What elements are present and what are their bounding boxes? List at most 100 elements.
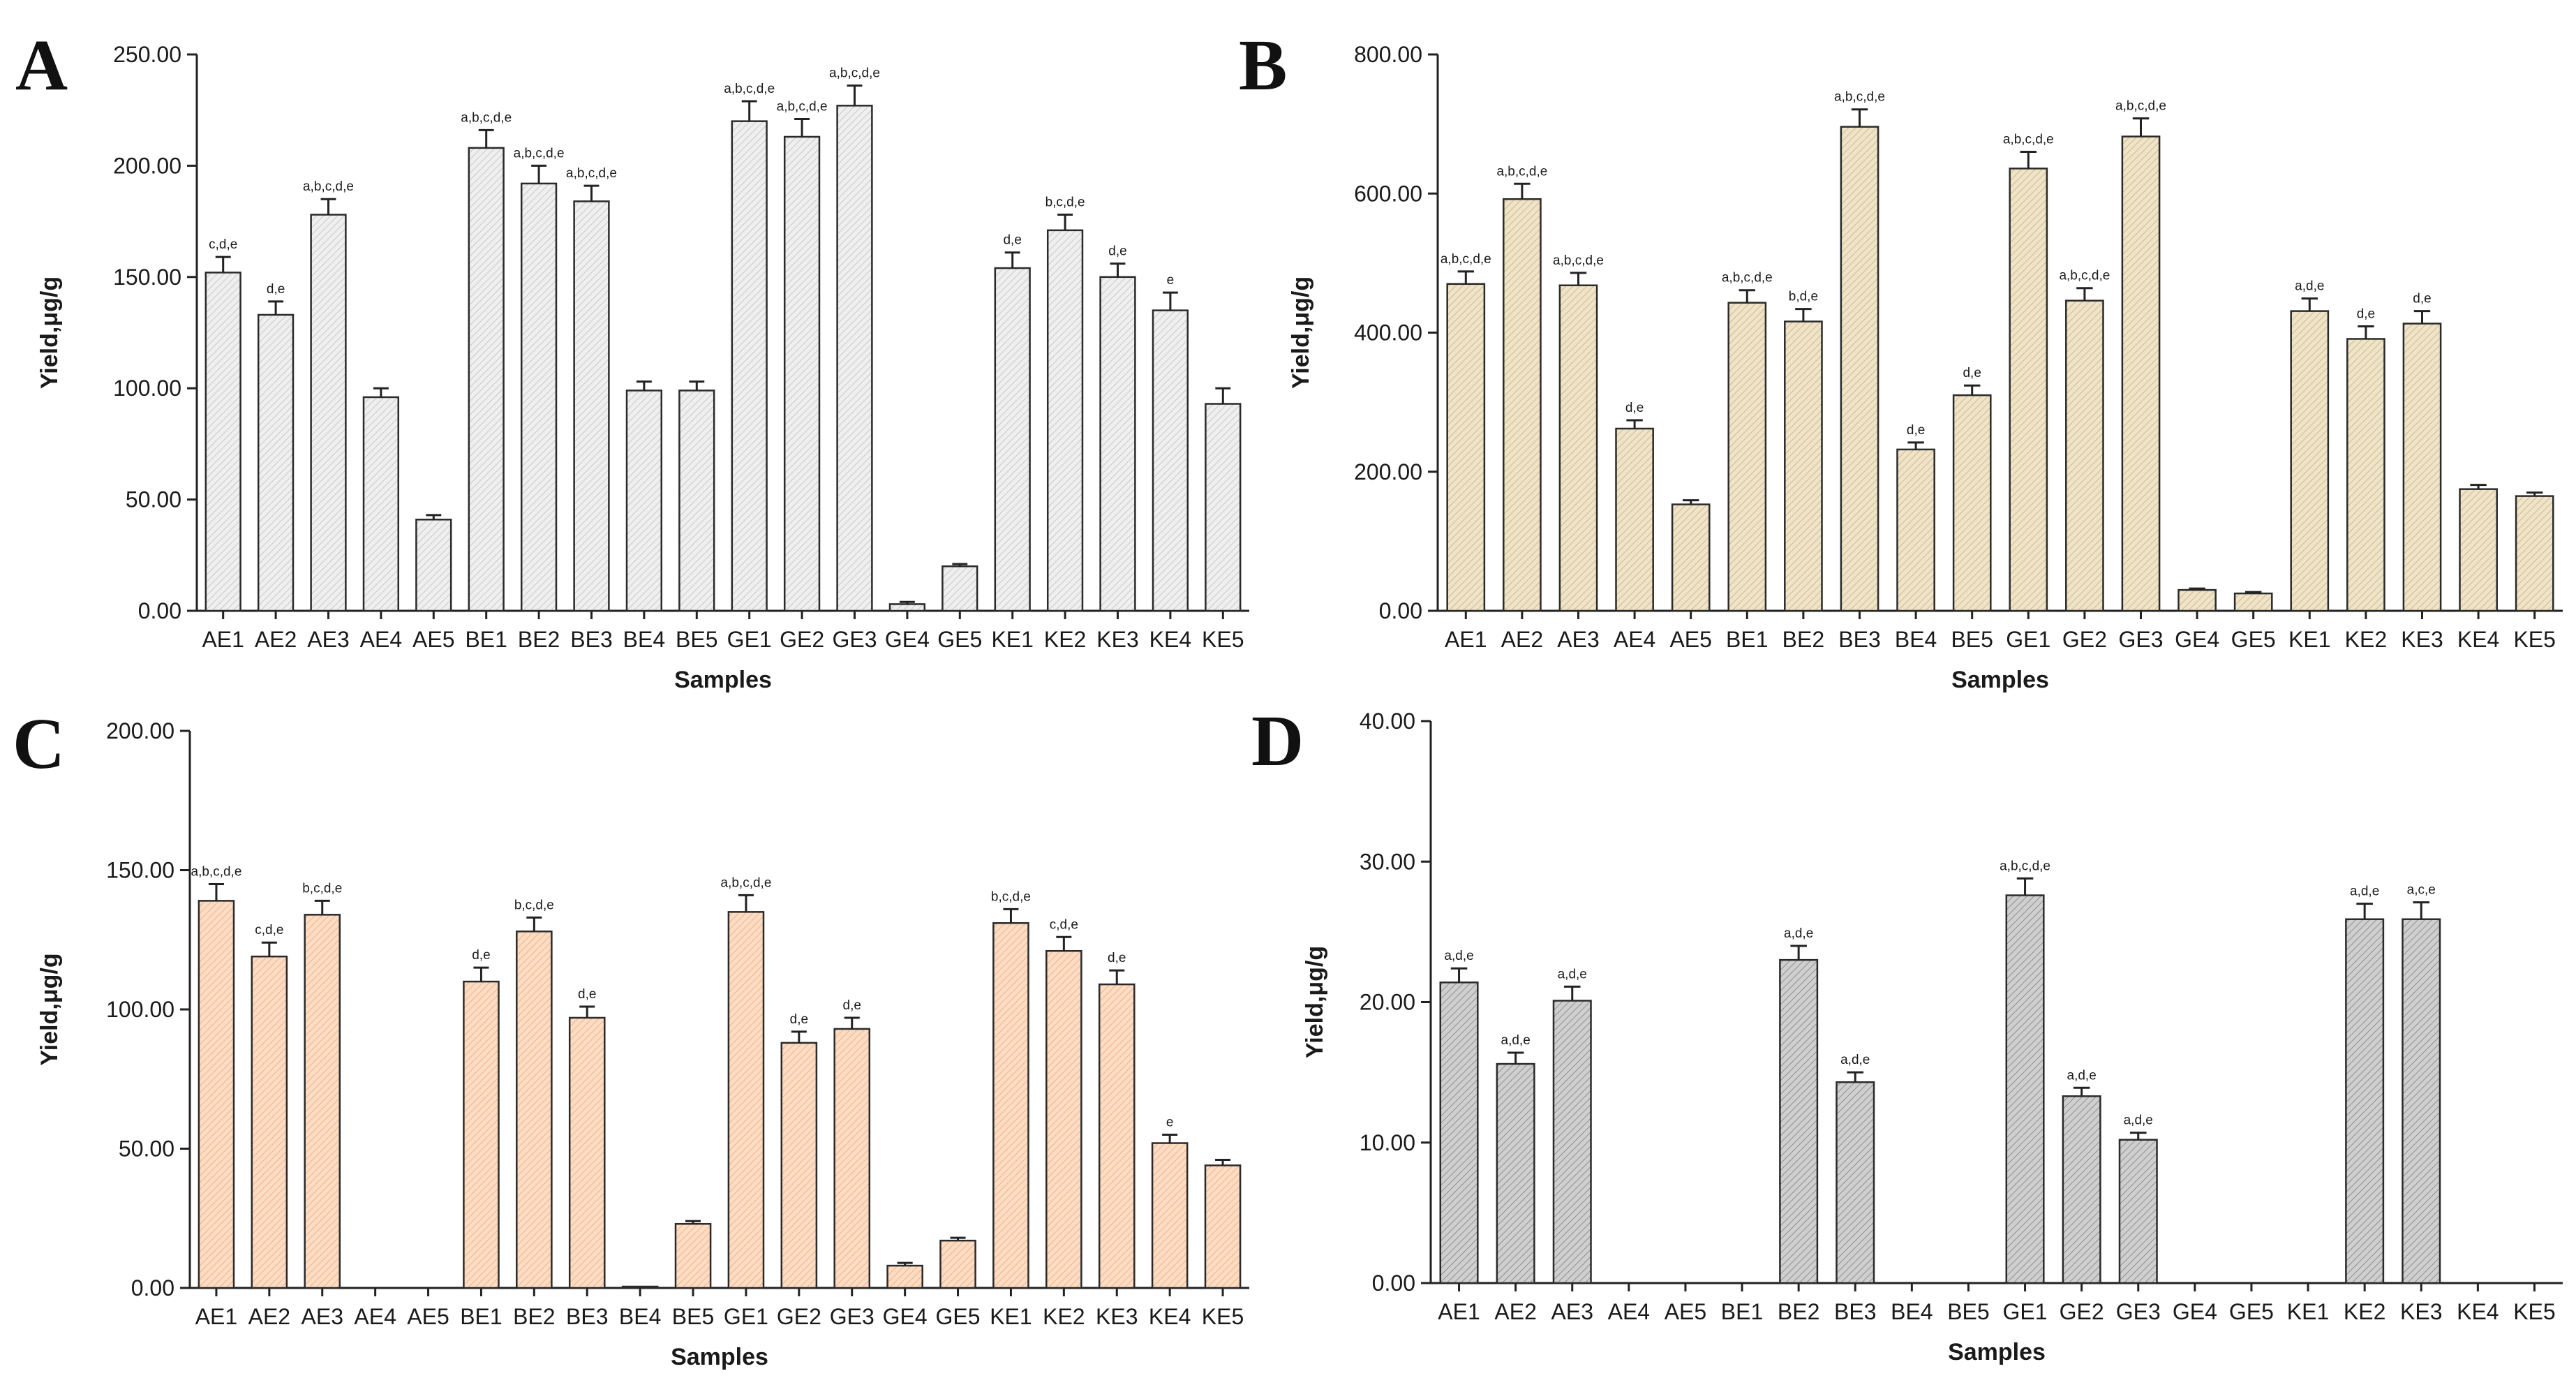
bar: [257, 313, 295, 612]
bar: [2177, 588, 2217, 612]
x-tick-label: KE3: [1096, 627, 1138, 652]
x-tick-label: BE2: [518, 627, 560, 652]
bar: [304, 914, 341, 1289]
x-tick-label: GE5: [936, 1304, 981, 1329]
x-tick-label: BE2: [1782, 627, 1824, 652]
bar: [1671, 503, 1711, 612]
bar: [468, 147, 505, 612]
y-tick-label: 200.00: [106, 718, 174, 743]
bar: [1099, 276, 1136, 612]
x-tick-label: GE2: [777, 1304, 821, 1329]
y-tick-label: 800.00: [1354, 42, 1422, 67]
bar: [1615, 427, 1654, 612]
x-tick-label: BE1: [465, 627, 507, 652]
significance-label: a,b,c,d,e: [2000, 859, 2050, 873]
x-tick-label: KE5: [1202, 1304, 1244, 1329]
bar: [1503, 198, 1542, 612]
x-axis-title: Samples: [671, 1344, 768, 1370]
bar: [1552, 1000, 1592, 1284]
significance-label: e: [1166, 1116, 1174, 1130]
significance-label: b,c,d,e: [514, 898, 554, 912]
x-tick-label: KE1: [991, 627, 1033, 652]
x-tick-label: KE1: [990, 1304, 1032, 1329]
significance-label: a,b,c,d,e: [1553, 253, 1604, 268]
y-tick-label: 100.00: [106, 997, 174, 1022]
bar: [516, 931, 553, 1289]
bar: [1896, 448, 1935, 612]
panel-letter: A: [15, 25, 68, 105]
significance-label: b,c,d,e: [991, 889, 1031, 904]
y-axis-title: Yield,μg/g: [36, 953, 63, 1065]
bar: [2346, 338, 2385, 612]
x-tick-label: BE5: [676, 627, 717, 652]
y-axis-title: Yield,μg/g: [1302, 946, 1328, 1058]
x-tick-label: AE2: [255, 627, 297, 652]
y-tick-label: 0.00: [1379, 598, 1422, 623]
significance-label: a,b,c,d,e: [2115, 99, 2166, 114]
y-tick-label: 40.00: [1360, 709, 1415, 734]
x-tick-label: KE4: [2457, 627, 2499, 652]
x-tick-label: BE4: [1895, 627, 1937, 652]
x-tick-label: KE2: [1044, 627, 1086, 652]
bar: [1046, 229, 1084, 612]
x-tick-label: BE5: [1951, 627, 1993, 652]
x-tick-label: GE1: [724, 1304, 768, 1329]
x-tick-label: GE4: [2173, 1299, 2217, 1324]
significance-label: d,e: [2357, 307, 2375, 322]
significance-label: a,b,c,d,e: [777, 99, 828, 114]
significance-label: a,d,e: [2124, 1113, 2153, 1128]
x-tick-label: GE5: [2231, 627, 2276, 652]
bar: [2402, 323, 2442, 612]
significance-label: d,e: [1625, 401, 1644, 415]
significance-label: a,c,e: [2407, 883, 2436, 898]
x-tick-label: GE4: [883, 1304, 928, 1329]
bar: [520, 182, 558, 612]
significance-label: a,b,c,d,e: [303, 179, 354, 194]
significance-label: a,b,c,d,e: [1440, 252, 1491, 267]
bar: [1439, 981, 1479, 1284]
panel-letter: D: [1251, 701, 1304, 781]
panel-letter: C: [13, 704, 65, 784]
significance-label: a,d,e: [1784, 926, 1813, 941]
bar: [1779, 958, 1819, 1284]
significance-label: d,e: [2413, 292, 2431, 306]
significance-label: a,d,e: [2350, 884, 2379, 899]
x-tick-label: GE2: [780, 627, 824, 652]
bar: [1836, 1081, 1875, 1284]
x-tick-label: AE4: [360, 627, 402, 652]
significance-label: c,d,e: [209, 237, 237, 252]
bar: [1952, 394, 1992, 612]
x-tick-label: AE2: [1501, 627, 1543, 652]
panel-letter: B: [1239, 25, 1287, 105]
x-tick-label: GE1: [2006, 627, 2050, 652]
x-tick-label: GE5: [2229, 1299, 2274, 1324]
x-tick-label: KE2: [1043, 1304, 1085, 1329]
x-axis-title: Samples: [674, 667, 772, 693]
bar: [886, 1264, 923, 1289]
x-tick-label: GE4: [2175, 627, 2219, 652]
significance-label: a,d,e: [1501, 1033, 1531, 1048]
x-tick-label: AE5: [412, 627, 454, 652]
significance-label: a,d,e: [2295, 279, 2324, 294]
x-tick-label: AE1: [195, 1304, 237, 1329]
significance-label: d,e: [267, 282, 285, 297]
significance-label: d,e: [1003, 233, 1021, 248]
bar: [2005, 894, 2045, 1284]
bar: [1496, 1062, 1535, 1284]
x-tick-label: GE3: [832, 627, 877, 652]
x-tick-label: GE5: [937, 627, 982, 652]
bar: [2062, 1095, 2101, 1284]
significance-label: d,e: [843, 998, 861, 1013]
x-tick-label: GE2: [2060, 1299, 2104, 1324]
y-tick-label: 10.00: [1360, 1130, 1415, 1155]
x-tick-label: KE2: [2345, 627, 2387, 652]
x-tick-label: GE3: [2116, 1299, 2161, 1324]
significance-label: a,b,c,d,e: [1722, 271, 1773, 286]
x-tick-label: BE3: [570, 627, 612, 652]
significance-label: a,b,c,d,e: [566, 166, 617, 181]
x-axis-title: Samples: [1951, 667, 2049, 693]
bar: [2121, 135, 2161, 612]
significance-label: d,e: [1907, 423, 1925, 438]
x-tick-label: KE3: [2400, 1299, 2442, 1324]
x-tick-label: BE2: [513, 1304, 555, 1329]
